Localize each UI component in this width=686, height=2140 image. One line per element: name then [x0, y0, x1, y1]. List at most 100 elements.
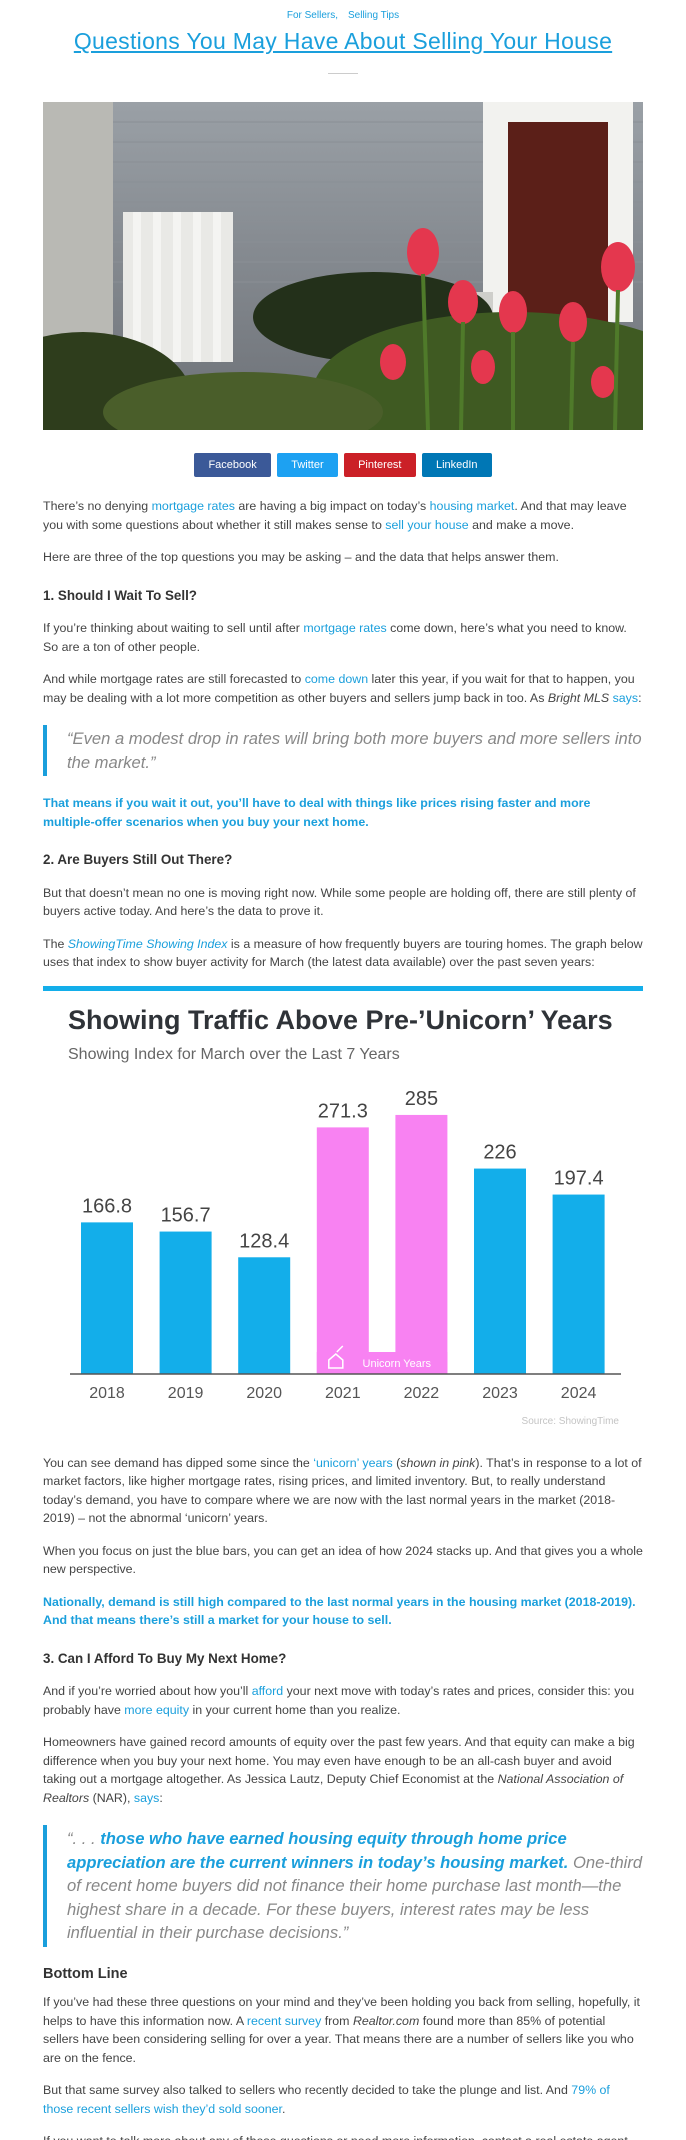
link[interactable]: says	[612, 690, 639, 705]
value-label: 128.4	[239, 1230, 289, 1252]
text: Here are three of the top questions you …	[43, 550, 559, 564]
link[interactable]: mortgage rates	[303, 621, 387, 635]
text: If you’re thinking about waiting to sell…	[43, 621, 304, 635]
category[interactable]: Selling Tips	[347, 10, 400, 21]
x-tick-label: 2021	[325, 1385, 361, 1402]
paragraph: When you focus on just the blue bars, yo…	[43, 1542, 643, 1579]
blockquote: “Even a modest drop in rates will bring …	[43, 725, 643, 776]
chart-title: Showing Traffic Above Pre-’Unicorn’ Year…	[68, 1005, 613, 1035]
content: There’s no denying mortgage rates are ha…	[43, 497, 643, 972]
value-label: 197.4	[554, 1167, 604, 1189]
paragraph: You can see demand has dipped some since…	[43, 1454, 643, 1528]
share-button[interactable]: Facebook	[194, 453, 271, 477]
text: You can see demand has dipped some since…	[43, 1455, 314, 1470]
paragraph: Homeowners have gained record amounts of…	[43, 1733, 643, 1807]
text: The	[43, 936, 68, 951]
text: But that doesn’t mean no one is moving r…	[43, 885, 636, 919]
text: in your current home than you realize.	[189, 1702, 401, 1717]
text: (NAR),	[89, 1790, 134, 1805]
text: :	[638, 690, 642, 705]
category[interactable]: For Sellers,	[286, 10, 338, 21]
paragraph: Here are three of the top questions you …	[43, 548, 643, 567]
text: and make a move.	[468, 517, 575, 532]
text: And while mortgage rates are still forec…	[43, 672, 305, 686]
value-label: 226	[483, 1141, 516, 1163]
text: :	[159, 1790, 163, 1805]
value-label: 271.3	[318, 1100, 368, 1122]
link[interactable]: ‘unicorn’ years	[313, 1455, 393, 1470]
text: Nationally, demand is still high compare…	[43, 1594, 636, 1628]
text: from	[321, 2013, 353, 2028]
text: . And that may leave you with some quest…	[43, 499, 627, 532]
x-tick-label: 2022	[404, 1385, 440, 1402]
link[interactable]: recent survey	[246, 2013, 322, 2028]
bar	[159, 1231, 212, 1374]
link[interactable]: sell your house	[385, 517, 469, 532]
paragraph: If you’re thinking about waiting to sell…	[43, 619, 643, 656]
text: .	[282, 2101, 286, 2116]
callout: That means if you wait it out, you’ll ha…	[43, 794, 643, 831]
callout: Nationally, demand is still high compare…	[43, 1593, 643, 1630]
share-button[interactable]: Twitter	[277, 453, 338, 477]
share-bar: Facebook Twitter Pinterest LinkedIn	[43, 453, 643, 477]
share-button[interactable]: Pinterest	[344, 453, 416, 477]
heading: 3. Can I Afford To Buy My Next Home?	[43, 1650, 643, 1669]
source: Source: ShowingTime	[522, 1416, 620, 1427]
strong: those who have earned housing equity thr…	[67, 1829, 569, 1872]
bar	[316, 1126, 369, 1374]
text: Bottom Line	[43, 1965, 128, 1982]
heading: 2. Are Buyers Still Out There?	[43, 851, 643, 870]
emlink[interactable]: ShowingTime Showing Index	[67, 936, 228, 951]
value-label: 156.7	[161, 1204, 211, 1226]
bar	[474, 1168, 526, 1374]
text: And if you’re worried about how you’ll	[43, 1684, 252, 1698]
text: That means if you wait it out, you’ll ha…	[43, 796, 591, 829]
link[interactable]: says	[133, 1790, 160, 1805]
em: shown in pink	[400, 1455, 476, 1470]
paragraph: But that doesn’t mean no one is moving r…	[43, 884, 643, 921]
paragraph: If you’ve had these three questions on y…	[43, 1993, 643, 2067]
text: When you focus on just the blue bars, yo…	[43, 1543, 643, 1577]
paragraph: And while mortgage rates are still forec…	[43, 670, 643, 707]
annotation: Unicorn Years	[363, 1358, 432, 1370]
content: You can see demand has dipped some since…	[43, 1454, 643, 2140]
bar	[81, 1221, 133, 1374]
text: 1. Should I Wait To Sell?	[43, 587, 197, 603]
text: come down, here’s what you need to know.…	[43, 621, 627, 654]
text: If you’ve had these three questions on y…	[43, 1995, 640, 2028]
link[interactable]: housing market	[429, 499, 515, 513]
value-label: 285	[405, 1087, 438, 1109]
link[interactable]: come down	[304, 672, 369, 686]
x-tick-label: 2023	[482, 1385, 518, 1402]
link[interactable]: afford	[251, 1684, 284, 1698]
text: There’s no denying	[43, 499, 152, 513]
link[interactable]: 79% of those recent sellers wish they’d …	[43, 2083, 610, 2116]
paragraph: But that same survey also talked to sell…	[43, 2081, 643, 2118]
em: Realtor.com	[352, 2013, 420, 2028]
em: Bright MLS	[547, 690, 610, 705]
text: are having a big impact on today’s	[234, 499, 430, 513]
paragraph: There’s no denying mortgage rates are ha…	[43, 497, 643, 534]
paragraph: If you want to talk more about any of th…	[43, 2132, 643, 2140]
paragraph: And if you’re worried about how you’ll a…	[43, 1682, 643, 1719]
text: 3. Can I Afford To Buy My Next Home?	[43, 1650, 287, 1666]
chart-subtitle: Showing Index for March over the Last 7 …	[68, 1046, 400, 1063]
share-button[interactable]: LinkedIn	[421, 453, 492, 477]
chart-top-border	[43, 985, 643, 991]
x-tick-label: 2019	[168, 1385, 204, 1402]
text: 2. Are Buyers Still Out There?	[43, 852, 233, 867]
link[interactable]: mortgage rates	[151, 499, 235, 513]
heading: Bottom Line	[43, 1965, 643, 1984]
link[interactable]: more equity	[124, 1702, 190, 1717]
heading: 1. Should I Wait To Sell?	[43, 587, 643, 606]
em: National Association of Realtors	[43, 1772, 624, 1805]
value-label: 166.8	[82, 1195, 132, 1217]
text: ). That’s in response to a lot of market…	[43, 1455, 642, 1526]
title[interactable]: Questions You May Have About Selling You…	[73, 28, 613, 54]
text: found more than 85% of potential sellers…	[43, 2013, 634, 2065]
bar	[395, 1114, 448, 1374]
text: “Even a modest drop in rates will bring …	[67, 729, 642, 772]
text: If you want to talk more about any of th…	[43, 2134, 631, 2140]
